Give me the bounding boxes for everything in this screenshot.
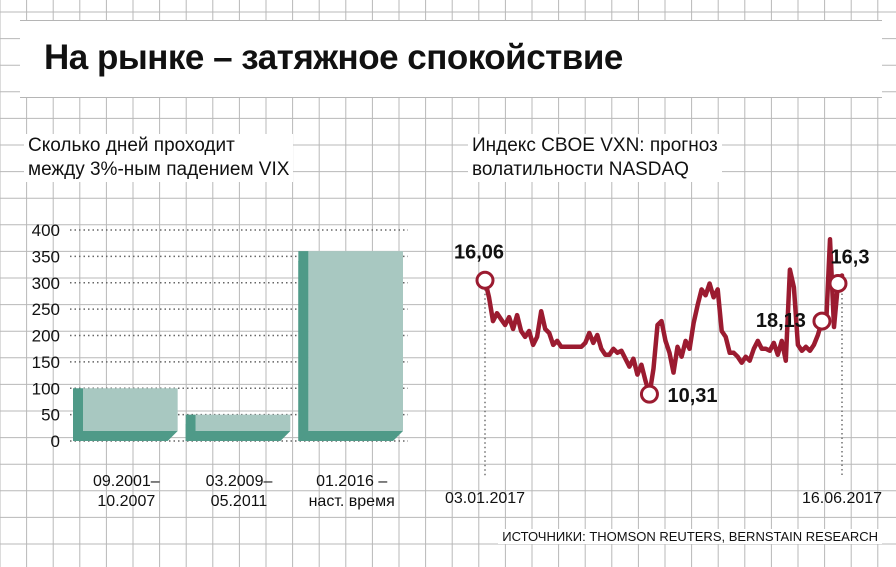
bar-category-label: 09.2001– <box>93 473 160 490</box>
bar-side-face <box>73 388 83 441</box>
bar-category-label: наст. время <box>309 493 395 510</box>
bar-y-tick-label: 400 <box>32 221 60 240</box>
page-title: На рынке – затяжное спокойствие <box>44 38 623 77</box>
bar-category-label: 10.2007 <box>97 493 155 510</box>
bar-y-tick-label: 50 <box>41 406 60 425</box>
bar-chart-subtitle: Сколько дней проходит между 3%-ным паден… <box>24 134 294 182</box>
bar <box>195 414 291 431</box>
annotation-marker <box>475 270 495 290</box>
bar-chart-subtitle-line1: Сколько дней проходит <box>28 135 235 156</box>
annotation-label: 16,06 <box>454 241 504 263</box>
bar-category-label: 03.2009– <box>206 473 273 490</box>
vxn-series-line <box>482 237 845 397</box>
annotation-label: 10,31 <box>667 385 717 407</box>
bar-y-tick-label: 150 <box>32 353 60 372</box>
line-chart-subtitle-line2: волатильности NASDAQ <box>472 159 689 180</box>
line-chart-subtitle-line1: Индекс CBOE VXN: прогноз <box>472 135 718 156</box>
annotation-marker <box>828 273 848 293</box>
bar-y-tick-label: 300 <box>32 274 60 293</box>
annotation-marker <box>639 384 659 404</box>
bar-chart-subtitle-line2: между 3%-ным падением VIX <box>28 159 290 180</box>
annotation-label: 18,13 <box>756 310 806 332</box>
bar-bottom-face <box>298 431 403 441</box>
bar <box>83 388 178 431</box>
bar-y-tick-label: 200 <box>32 327 60 346</box>
annotation-marker <box>812 311 832 331</box>
line-chart-subtitle: Индекс CBOE VXN: прогноз волатильности N… <box>468 134 722 182</box>
bar-y-tick-label: 250 <box>32 300 60 319</box>
bar-y-tick-label: 0 <box>51 432 60 451</box>
bar-bottom-face <box>73 431 178 441</box>
line-x-tick-label: 16.06.2017 <box>802 490 882 507</box>
bar-y-tick-label: 100 <box>32 379 60 398</box>
bar <box>308 251 403 431</box>
bar-side-face <box>298 251 309 441</box>
bar-category-label: 01.2016 – <box>316 473 387 490</box>
line-x-tick-label: 03.01.2017 <box>445 490 525 507</box>
bar-side-face <box>185 414 196 441</box>
bar-category-label: 05.2011 <box>211 493 268 510</box>
source-note: ИСТОЧНИКИ: THOMSON REUTERS, BERNSTAIN RE… <box>498 529 882 544</box>
bar-bottom-face <box>185 431 291 441</box>
annotation-label: 16,3 <box>831 246 870 268</box>
title-banner <box>20 20 882 98</box>
bar-y-tick-label: 350 <box>32 247 60 266</box>
